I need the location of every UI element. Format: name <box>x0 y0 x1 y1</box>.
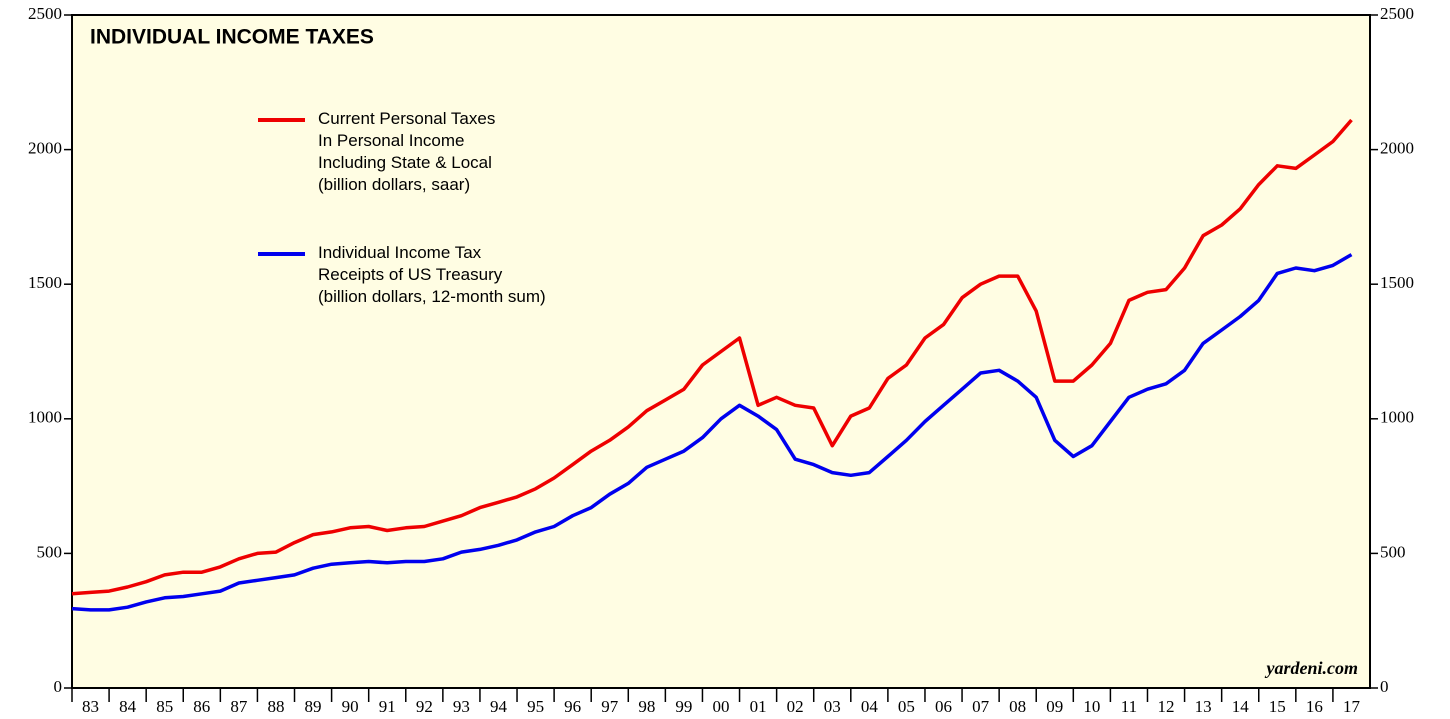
y-tick-label: 500 <box>37 542 63 561</box>
x-tick-label: 98 <box>638 697 655 716</box>
y2-tick-label: 2500 <box>1380 4 1414 23</box>
x-tick-label: 95 <box>527 697 544 716</box>
chart-title: INDIVIDUAL INCOME TAXES <box>90 26 374 49</box>
y-tick-label: 1500 <box>28 273 62 292</box>
x-tick-label: 08 <box>1009 697 1026 716</box>
x-tick-label: 03 <box>824 697 841 716</box>
x-tick-label: 05 <box>898 697 915 716</box>
x-tick-label: 00 <box>713 697 730 716</box>
x-tick-label: 10 <box>1083 697 1100 716</box>
x-tick-label: 09 <box>1046 697 1063 716</box>
x-tick-label: 12 <box>1158 697 1175 716</box>
x-tick-label: 86 <box>193 697 210 716</box>
x-tick-label: 94 <box>490 697 508 716</box>
x-tick-label: 15 <box>1269 697 1286 716</box>
source: yardeni.com <box>1265 658 1359 678</box>
x-tick-label: 01 <box>750 697 767 716</box>
y-tick-label: 0 <box>54 677 63 696</box>
x-tick-label: 83 <box>82 697 99 716</box>
x-tick-label: 92 <box>416 697 433 716</box>
x-tick-label: 85 <box>156 697 173 716</box>
legend-label: Current Personal Taxes In Personal Income… <box>318 109 495 194</box>
y2-tick-label: 0 <box>1380 677 1389 696</box>
y2-tick-label: 500 <box>1380 542 1406 561</box>
x-tick-label: 96 <box>564 697 581 716</box>
y-tick-label: 2000 <box>28 139 62 158</box>
legend-label: Individual Income Tax Receipts of US Trea… <box>318 243 546 306</box>
x-tick-label: 90 <box>342 697 359 716</box>
x-tick-label: 17 <box>1343 697 1361 716</box>
x-tick-label: 02 <box>787 697 804 716</box>
x-tick-label: 13 <box>1195 697 1212 716</box>
y2-tick-label: 2000 <box>1380 139 1414 158</box>
y2-tick-label: 1000 <box>1380 408 1414 427</box>
x-tick-label: 93 <box>453 697 470 716</box>
x-tick-label: 14 <box>1232 697 1250 716</box>
series-line <box>71 118 1353 596</box>
x-tick-label: 91 <box>379 697 396 716</box>
x-tick-label: 06 <box>935 697 952 716</box>
x-tick-label: 89 <box>305 697 322 716</box>
x-tick-label: 84 <box>119 697 137 716</box>
y-tick-label: 1000 <box>28 408 62 427</box>
x-tick-label: 07 <box>972 697 990 716</box>
x-tick-label: 04 <box>861 697 879 716</box>
y-tick-label: 2500 <box>28 4 62 23</box>
y2-tick-label: 1500 <box>1380 273 1414 292</box>
x-tick-label: 11 <box>1121 697 1137 716</box>
x-tick-label: 97 <box>601 697 619 716</box>
x-tick-label: 16 <box>1306 697 1323 716</box>
x-tick-label: 88 <box>267 697 284 716</box>
x-tick-label: 87 <box>230 697 248 716</box>
x-tick-label: 99 <box>675 697 692 716</box>
series-line <box>71 253 1353 612</box>
